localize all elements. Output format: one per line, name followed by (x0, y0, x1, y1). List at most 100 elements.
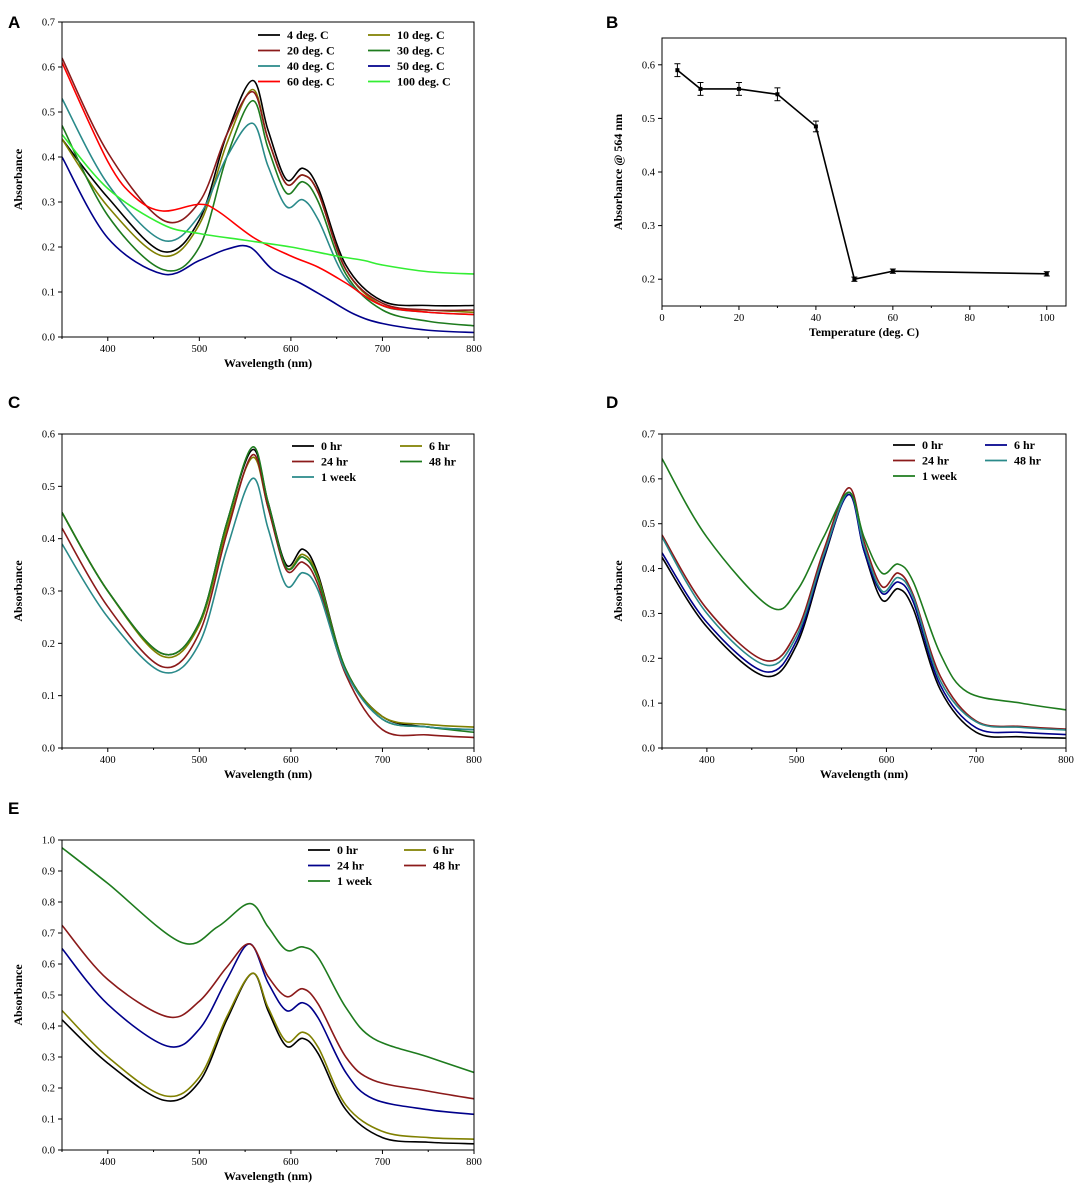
x-tick-label: 700 (375, 1157, 391, 1168)
y-tick-label: 0.4 (42, 534, 56, 545)
series-line-24-hr (62, 454, 474, 739)
panel-letter: B (606, 13, 618, 32)
y-tick-label: 0.1 (42, 1115, 55, 1126)
data-point (852, 277, 857, 282)
legend-label: 24 hr (922, 454, 950, 468)
y-tick-label: 0.2 (42, 639, 55, 650)
x-tick-label: 500 (191, 755, 207, 766)
y-tick-label: 0.5 (42, 108, 55, 119)
series-line-24-hr (662, 487, 1066, 730)
series-line-30-deg-c (62, 99, 474, 327)
legend-label: 48 hr (433, 859, 461, 873)
y-axis-title: Absorbance (11, 148, 25, 210)
y-tick-label: 0.1 (642, 699, 655, 710)
series-line-0-hr (62, 972, 474, 1145)
x-tick-label: 60 (888, 313, 899, 324)
series-line-1-week (62, 847, 474, 1074)
x-tick-label: 500 (191, 344, 207, 355)
legend: 0 hr 6 hr 24 hr 48 hr 1 week (292, 439, 457, 484)
series-line-20-deg-c (62, 57, 474, 312)
x-tick-label: 600 (879, 755, 895, 766)
legend-label: 50 deg. C (397, 59, 445, 73)
legend-label: 1 week (337, 874, 372, 888)
x-tick-label: 600 (283, 755, 299, 766)
plot-frame (61, 839, 475, 1151)
plot-frame (661, 37, 1067, 307)
series-line-6-hr (662, 493, 1066, 736)
y-tick-label: 0.5 (42, 482, 55, 493)
data-point (890, 269, 895, 274)
x-tick-label: 100 (1039, 313, 1055, 324)
legend-label: 1 week (321, 470, 356, 484)
x-tick-label: 600 (283, 344, 299, 355)
plot-frame (661, 433, 1067, 749)
series-line-24-hr (62, 943, 474, 1116)
chart-panel-d: D 400 500 600 700 800 0.0 0.1 0.2 0.3 0.4 0.5 0.6 0.7… (606, 393, 1074, 781)
y-tick-label: 0.0 (42, 333, 55, 344)
series-line-1-week (62, 477, 474, 731)
legend-label: 0 hr (321, 439, 343, 453)
x-tick-label: 700 (375, 344, 391, 355)
y-tick-label: 0.5 (42, 991, 55, 1002)
series-line-4-deg-c (62, 79, 474, 307)
y-tick-label: 0.9 (42, 867, 55, 878)
panel-letter: E (8, 799, 19, 818)
data-point (775, 92, 780, 97)
chart-panel-a: A 400 500 600 700 800 0.0 0.1 0.2 0.3 0.4 0.5 0.6 0.7… (8, 13, 482, 370)
data-point (675, 68, 680, 73)
y-tick-label: 0.2 (42, 1084, 55, 1095)
x-axis-title: Temperature (deg. C) (809, 325, 919, 339)
y-axis-title: Absorbance @ 564 nm (611, 114, 625, 230)
legend: 4 deg. C 10 deg. C 20 deg. C 30 deg. C 40 de… (258, 28, 451, 89)
y-axis-title: Absorbance (611, 560, 625, 622)
y-tick-label: 0.6 (42, 430, 55, 441)
panel-letter: A (8, 13, 20, 32)
data-point (813, 124, 818, 129)
legend-label: 30 deg. C (397, 44, 445, 58)
y-tick-label: 0.3 (642, 221, 655, 232)
y-tick-label: 0.7 (642, 430, 655, 441)
legend-label: 10 deg. C (397, 28, 445, 42)
x-tick-label: 400 (699, 755, 715, 766)
y-tick-label: 0.4 (42, 1022, 56, 1033)
y-tick-label: 0.5 (642, 114, 655, 125)
y-tick-label: 0.6 (42, 63, 55, 74)
x-tick-label: 800 (466, 1157, 482, 1168)
x-tick-label: 20 (734, 313, 745, 324)
legend-label: 100 deg. C (397, 75, 451, 89)
y-tick-label: 0.0 (42, 1146, 55, 1157)
series-line-48-hr (62, 924, 474, 1100)
legend-label: 40 deg. C (287, 59, 335, 73)
data-point (698, 86, 703, 91)
x-axis-title: Wavelength (nm) (224, 356, 312, 370)
y-tick-label: 0.2 (642, 275, 655, 286)
y-tick-label: 0.3 (642, 609, 655, 620)
data-point (736, 86, 741, 91)
y-tick-label: 0.8 (42, 898, 55, 909)
legend-label: 1 week (922, 469, 957, 483)
panel-letter: C (8, 393, 20, 412)
y-tick-label: 0.2 (42, 243, 55, 254)
y-tick-label: 1.0 (42, 836, 55, 847)
x-tick-label: 700 (968, 755, 984, 766)
plot-frame (61, 21, 475, 338)
x-tick-label: 500 (789, 755, 805, 766)
series-line-absorbance-564-nm (676, 69, 1047, 281)
x-axis-title: Wavelength (nm) (224, 767, 312, 781)
y-tick-label: 0.2 (642, 654, 655, 665)
legend-label: 48 hr (429, 455, 457, 469)
y-tick-label: 0.3 (42, 198, 55, 209)
plot-frame (61, 433, 475, 749)
series-line-6-hr (62, 456, 474, 728)
series-line-50-deg-c (62, 156, 474, 334)
y-tick-label: 0.5 (642, 519, 655, 530)
x-tick-label: 80 (965, 313, 976, 324)
legend-label: 60 deg. C (287, 75, 335, 89)
chart-panel-c: C 400 500 600 700 800 0.0 0.1 0.2 0.3 0.4 0.5 0.6 Wav… (8, 393, 482, 781)
series-line-48-hr (662, 491, 1066, 731)
x-axis-title: Wavelength (nm) (224, 1169, 312, 1183)
y-axis-title: Absorbance (11, 964, 25, 1026)
legend-label: 24 hr (321, 455, 349, 469)
legend: 0 hr 6 hr 24 hr 48 hr 1 week (893, 438, 1042, 483)
